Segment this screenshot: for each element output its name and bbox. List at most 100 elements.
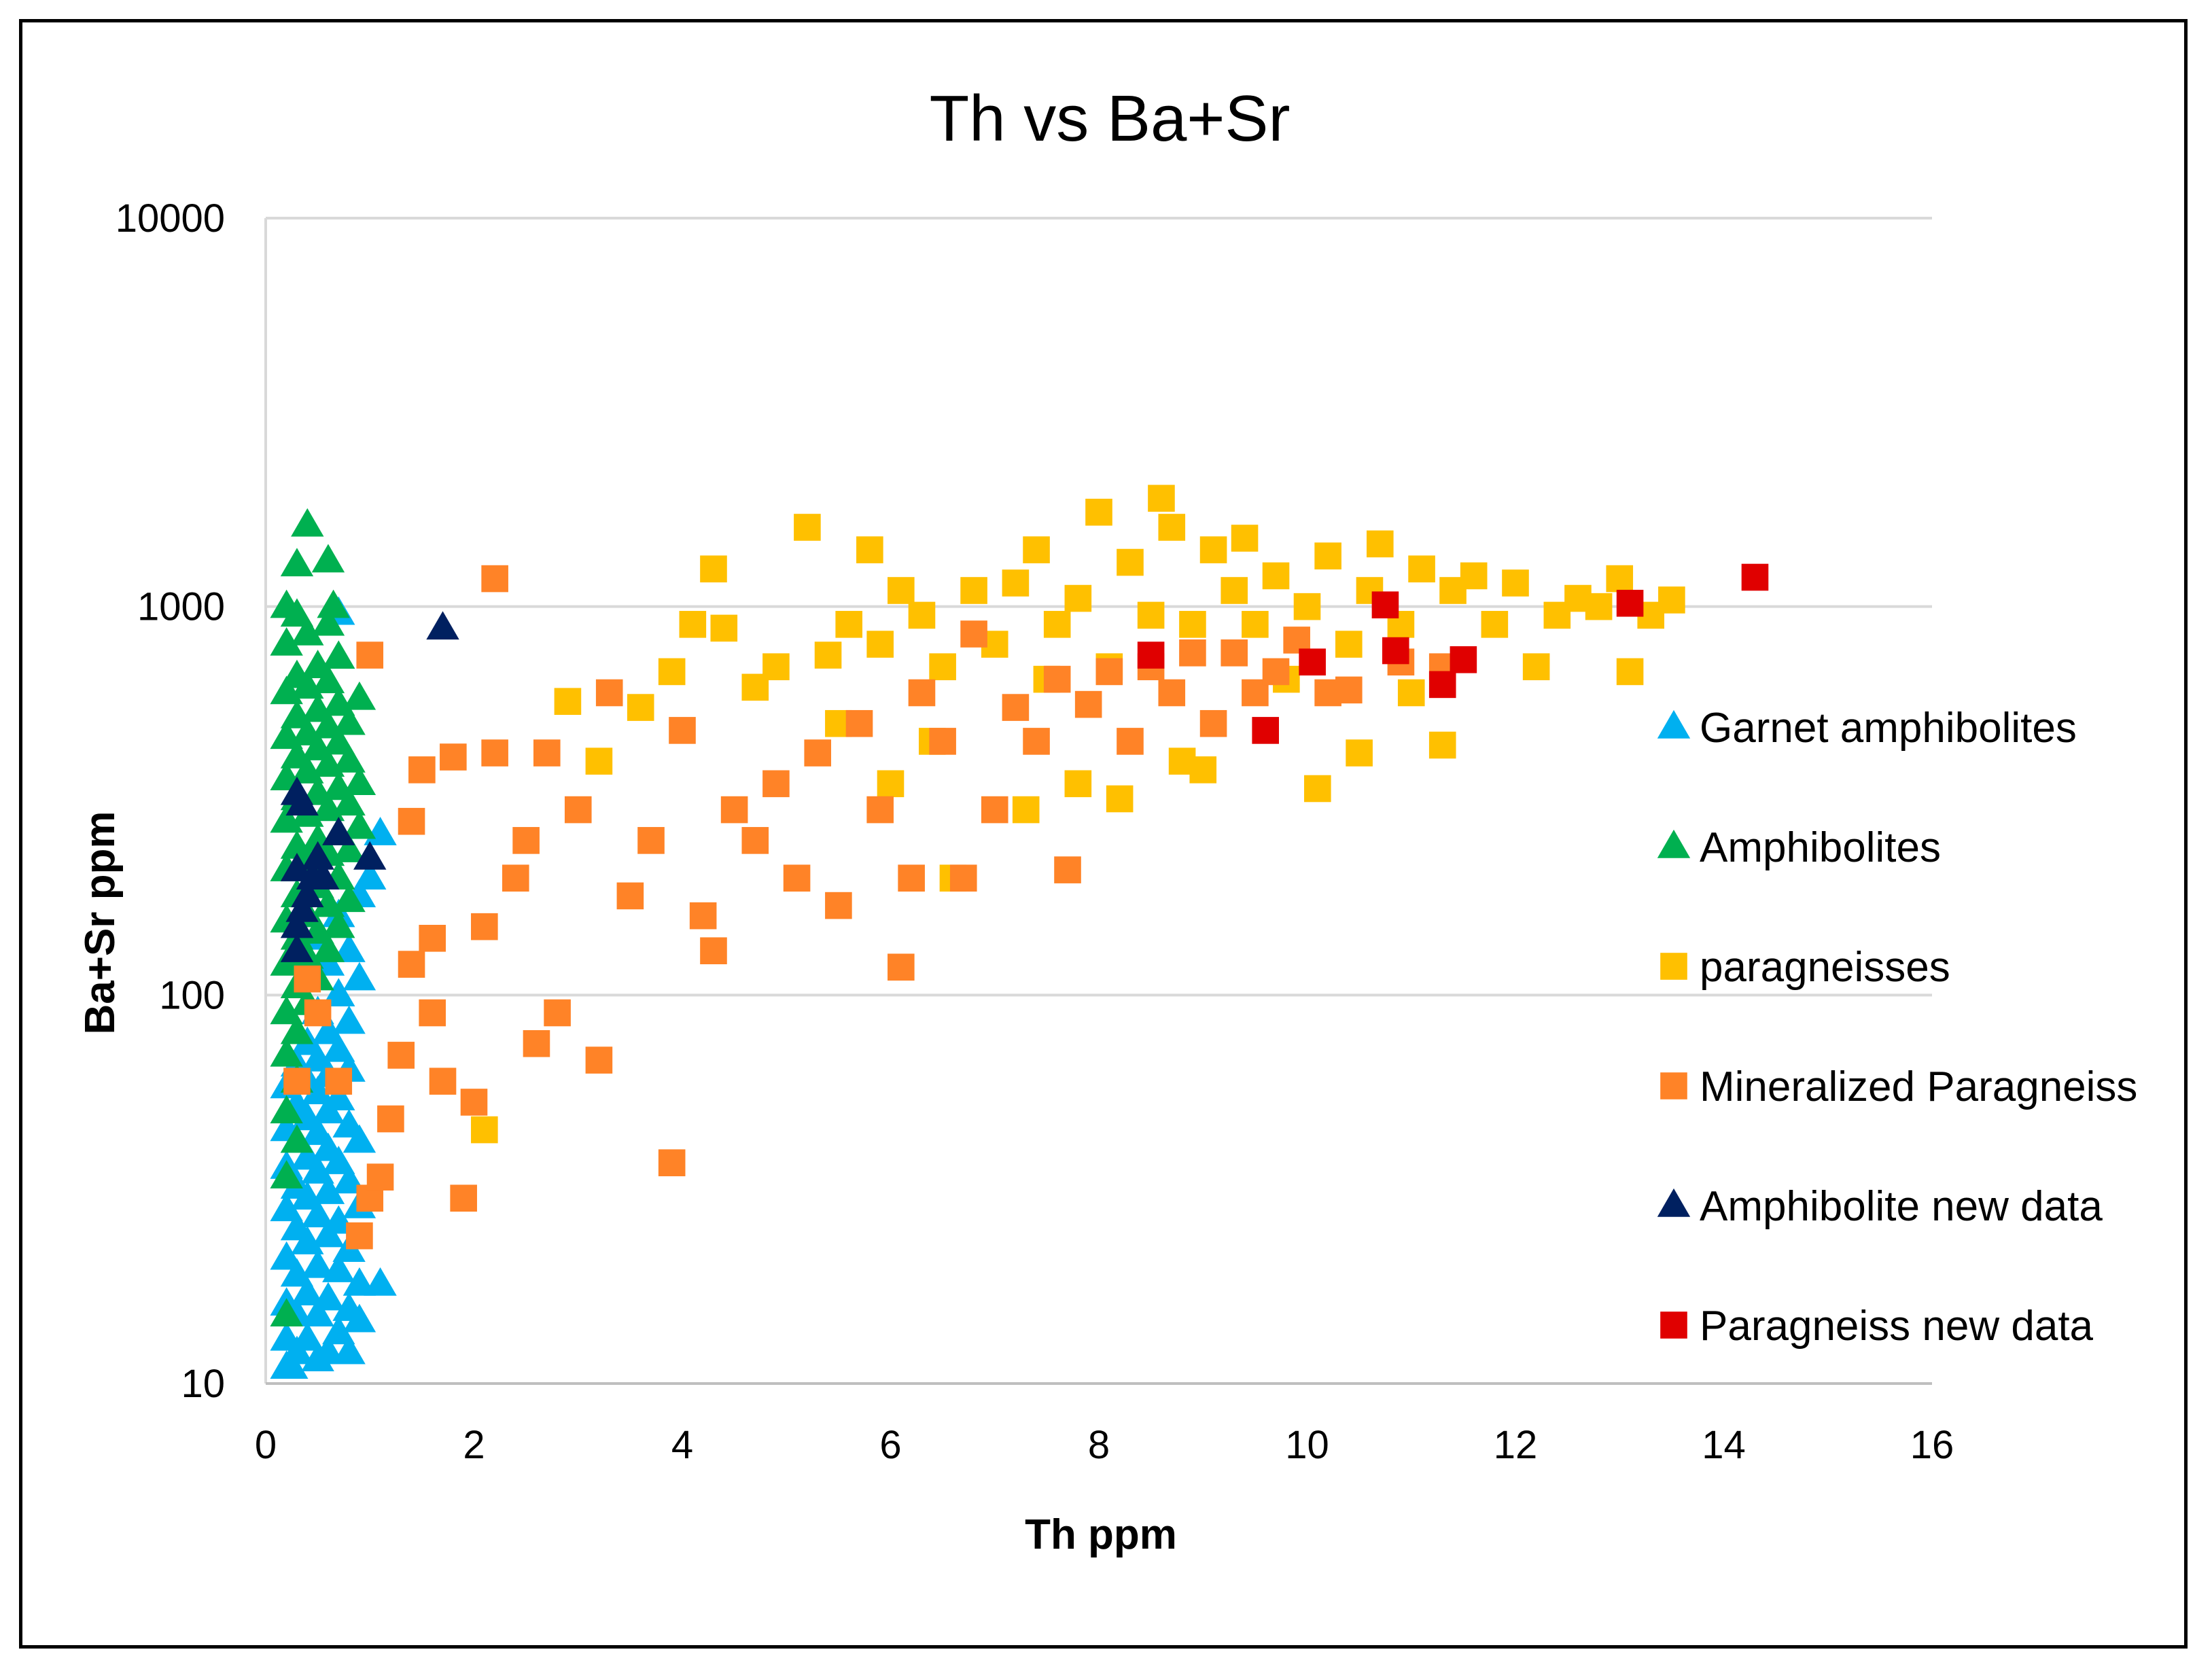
data-point (332, 1109, 366, 1138)
data-point (332, 1292, 366, 1321)
data-point (689, 902, 717, 930)
data-point (311, 1132, 345, 1161)
data-point (1371, 591, 1399, 618)
data-point (1221, 639, 1248, 667)
data-point (353, 861, 387, 890)
data-point (322, 909, 355, 938)
data-point (306, 861, 340, 890)
legend: Garnet amphibolites Amphibolites paragneis… (1657, 705, 2137, 1350)
legend-marker (1660, 953, 1687, 980)
x-tick-label: 10 (1285, 1423, 1329, 1467)
data-point (1585, 593, 1613, 620)
data-point (294, 965, 321, 993)
data-point (1262, 658, 1290, 686)
data-point (366, 1163, 394, 1191)
data-point (1179, 611, 1206, 638)
legend-label: Paragneiss new data (1700, 1303, 2094, 1350)
data-point (1064, 770, 1092, 798)
data-point (343, 767, 376, 796)
data-point (364, 1267, 397, 1296)
data-point (280, 659, 314, 688)
data-point (627, 694, 654, 721)
data-point (1023, 536, 1050, 563)
data-point (658, 1149, 686, 1176)
data-point (1481, 611, 1509, 638)
data-point (1023, 728, 1050, 755)
data-point (1616, 658, 1644, 686)
data-point (960, 620, 987, 648)
data-point (270, 1241, 303, 1270)
data-point (1242, 611, 1269, 638)
data-point (1095, 658, 1123, 686)
data-point (1043, 611, 1071, 638)
data-point (1179, 639, 1206, 667)
data-point (280, 739, 314, 769)
legend-label: paragneisses (1700, 944, 1950, 991)
x-tick-label: 6 (879, 1423, 901, 1467)
data-point (419, 924, 446, 952)
data-point (1043, 665, 1071, 693)
data-point (1158, 679, 1186, 707)
y-tick-label: 10000 (116, 196, 225, 241)
data-point (856, 536, 883, 563)
data-point (285, 787, 319, 816)
data-point (426, 611, 459, 640)
data-point (322, 817, 355, 845)
data-point (616, 882, 644, 910)
data-point (637, 827, 665, 854)
data-point (762, 653, 790, 681)
data-point (280, 1212, 314, 1241)
legend-marker (1657, 1188, 1691, 1217)
data-point (1382, 637, 1409, 665)
data-point (471, 913, 498, 940)
data-point (1428, 671, 1456, 699)
data-point (1335, 631, 1363, 658)
legend-label: Garnet amphibolites (1700, 705, 2077, 752)
data-point (1199, 709, 1227, 737)
data-point (1616, 589, 1644, 617)
data-point (311, 544, 345, 573)
data-point (419, 999, 446, 1027)
data-point (814, 641, 842, 669)
data-point (270, 627, 303, 656)
data-point (280, 934, 314, 962)
y-tick-label: 1000 (137, 585, 225, 629)
data-point (270, 1193, 303, 1222)
data-point (450, 1184, 477, 1212)
data-point (322, 978, 355, 1007)
data-point (311, 1335, 345, 1364)
data-point (720, 796, 748, 824)
data-point (1346, 739, 1373, 767)
data-point (332, 1335, 366, 1364)
data-point (1741, 563, 1769, 591)
data-point (343, 810, 376, 839)
data-point (1137, 601, 1165, 629)
data-point (877, 770, 905, 798)
data-point (1221, 577, 1248, 604)
data-point (387, 1042, 415, 1069)
x-tick-label: 16 (1910, 1423, 1954, 1467)
data-point (523, 1029, 550, 1057)
data-point (502, 864, 529, 892)
data-point (398, 951, 425, 978)
legend-marker (1657, 709, 1691, 739)
data-point (280, 1124, 314, 1153)
data-point (710, 614, 738, 642)
data-point (270, 1095, 303, 1124)
data-point (301, 1298, 334, 1327)
data-point (1408, 555, 1435, 583)
data-point (270, 589, 303, 618)
data-point (270, 1160, 303, 1188)
data-point (1293, 593, 1321, 620)
data-point (429, 1068, 457, 1095)
data-point (845, 709, 873, 737)
data-point (960, 577, 987, 604)
data-point (1117, 728, 1144, 755)
x-tick-label: 2 (463, 1423, 485, 1467)
chart-frame: Th vs Ba+Sr 10 100 1000 10000 0 2 4 6 8 10 12 14 16… (19, 19, 2188, 1649)
data-point (1106, 785, 1134, 813)
data-point (301, 1199, 334, 1228)
data-point (270, 1038, 303, 1067)
data-point (291, 616, 324, 646)
data-point (353, 841, 387, 870)
